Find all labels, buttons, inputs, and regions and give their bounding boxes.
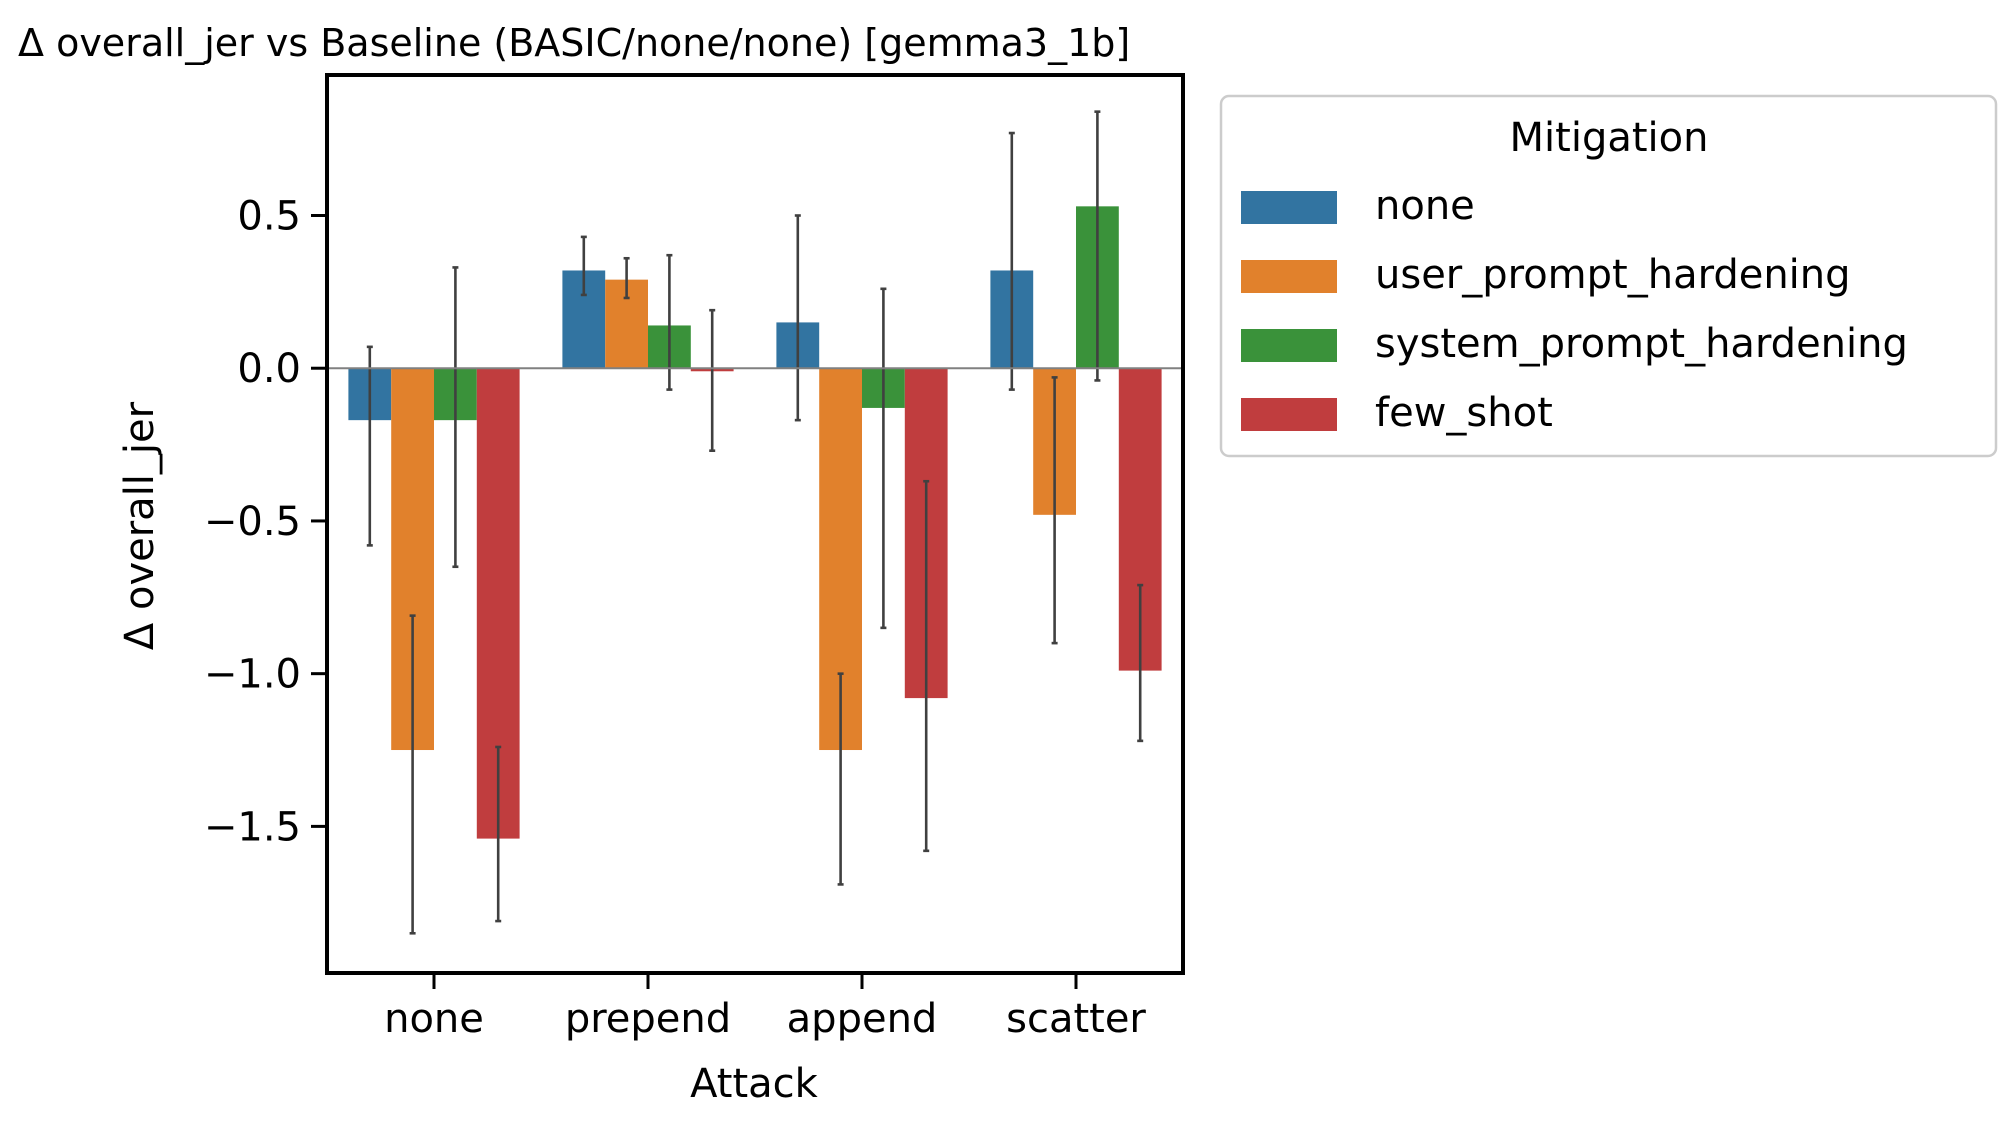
legend-items: none user_prompt_hardening system_prompt_h… xyxy=(1241,183,1908,436)
error-bar-user_prompt_hardening-none xyxy=(409,614,416,935)
legend-frame xyxy=(1219,94,1998,458)
x-tick-label: scatter xyxy=(1006,996,1146,1042)
x-axis-label: Attack xyxy=(690,1061,819,1107)
x-axis-ticks: none prepend append scatter xyxy=(384,973,1146,1042)
error-bar-none-append xyxy=(794,214,801,422)
legend-swatch-system_prompt_hardening xyxy=(1241,329,1337,362)
error-bar-few_shot-scatter xyxy=(1137,583,1144,743)
x-tick-label: none xyxy=(384,996,484,1042)
error-bar-user_prompt_hardening-append xyxy=(837,672,844,886)
legend-label-none: none xyxy=(1375,183,1475,229)
error-bar-none-none xyxy=(366,345,373,547)
legend-title: Mitigation xyxy=(1510,115,1709,161)
error-bar-few_shot-append xyxy=(923,479,930,853)
legend-swatch-none xyxy=(1241,191,1337,224)
error-bar-system_prompt_hardening-prepend xyxy=(666,253,673,391)
y-axis-label: Δ overall_jer xyxy=(117,401,163,650)
legend-label-system_prompt_hardening: system_prompt_hardening xyxy=(1375,321,1908,367)
error-bar-system_prompt_hardening-append xyxy=(880,287,887,630)
legend: Mitigation none user_prompt_hardeningsyst… xyxy=(1219,94,1998,458)
bars-layer xyxy=(348,206,1162,839)
legend-swatch-user_prompt_hardening xyxy=(1241,260,1337,293)
y-tick-label: 0.5 xyxy=(237,194,301,240)
y-tick-label: −1.5 xyxy=(204,804,301,850)
error-bar-few_shot-prepend xyxy=(709,308,716,452)
error-bar-none-prepend xyxy=(580,235,587,297)
chart-title: Δ overall_jer vs Baseline (BASIC/none/no… xyxy=(18,21,1130,65)
error-bars-layer xyxy=(366,110,1144,935)
y-tick-label: 0.0 xyxy=(237,346,301,392)
error-bar-user_prompt_hardening-prepend xyxy=(623,256,630,300)
plot-frame xyxy=(325,73,1185,975)
x-tick-label: append xyxy=(787,996,938,1042)
error-bar-none-scatter xyxy=(1008,131,1015,391)
y-tick-label: −0.5 xyxy=(204,499,301,545)
error-bar-user_prompt_hardening-scatter xyxy=(1051,376,1058,645)
y-axis-ticks: 0.5 0.0 −0.5 −1.0 −1.5 xyxy=(204,194,327,850)
error-bar-system_prompt_hardening-scatter xyxy=(1094,110,1101,382)
legend-swatch-few_shot xyxy=(1241,398,1337,431)
legend-label-user_prompt_hardening: user_prompt_hardening xyxy=(1375,252,1851,298)
y-tick-label: −1.0 xyxy=(204,652,301,698)
x-tick-label: prepend xyxy=(565,996,731,1042)
error-bar-system_prompt_hardening-none xyxy=(452,266,459,569)
legend-label-few_shot: few_shot xyxy=(1375,390,1553,436)
error-bar-few_shot-none xyxy=(495,745,502,923)
